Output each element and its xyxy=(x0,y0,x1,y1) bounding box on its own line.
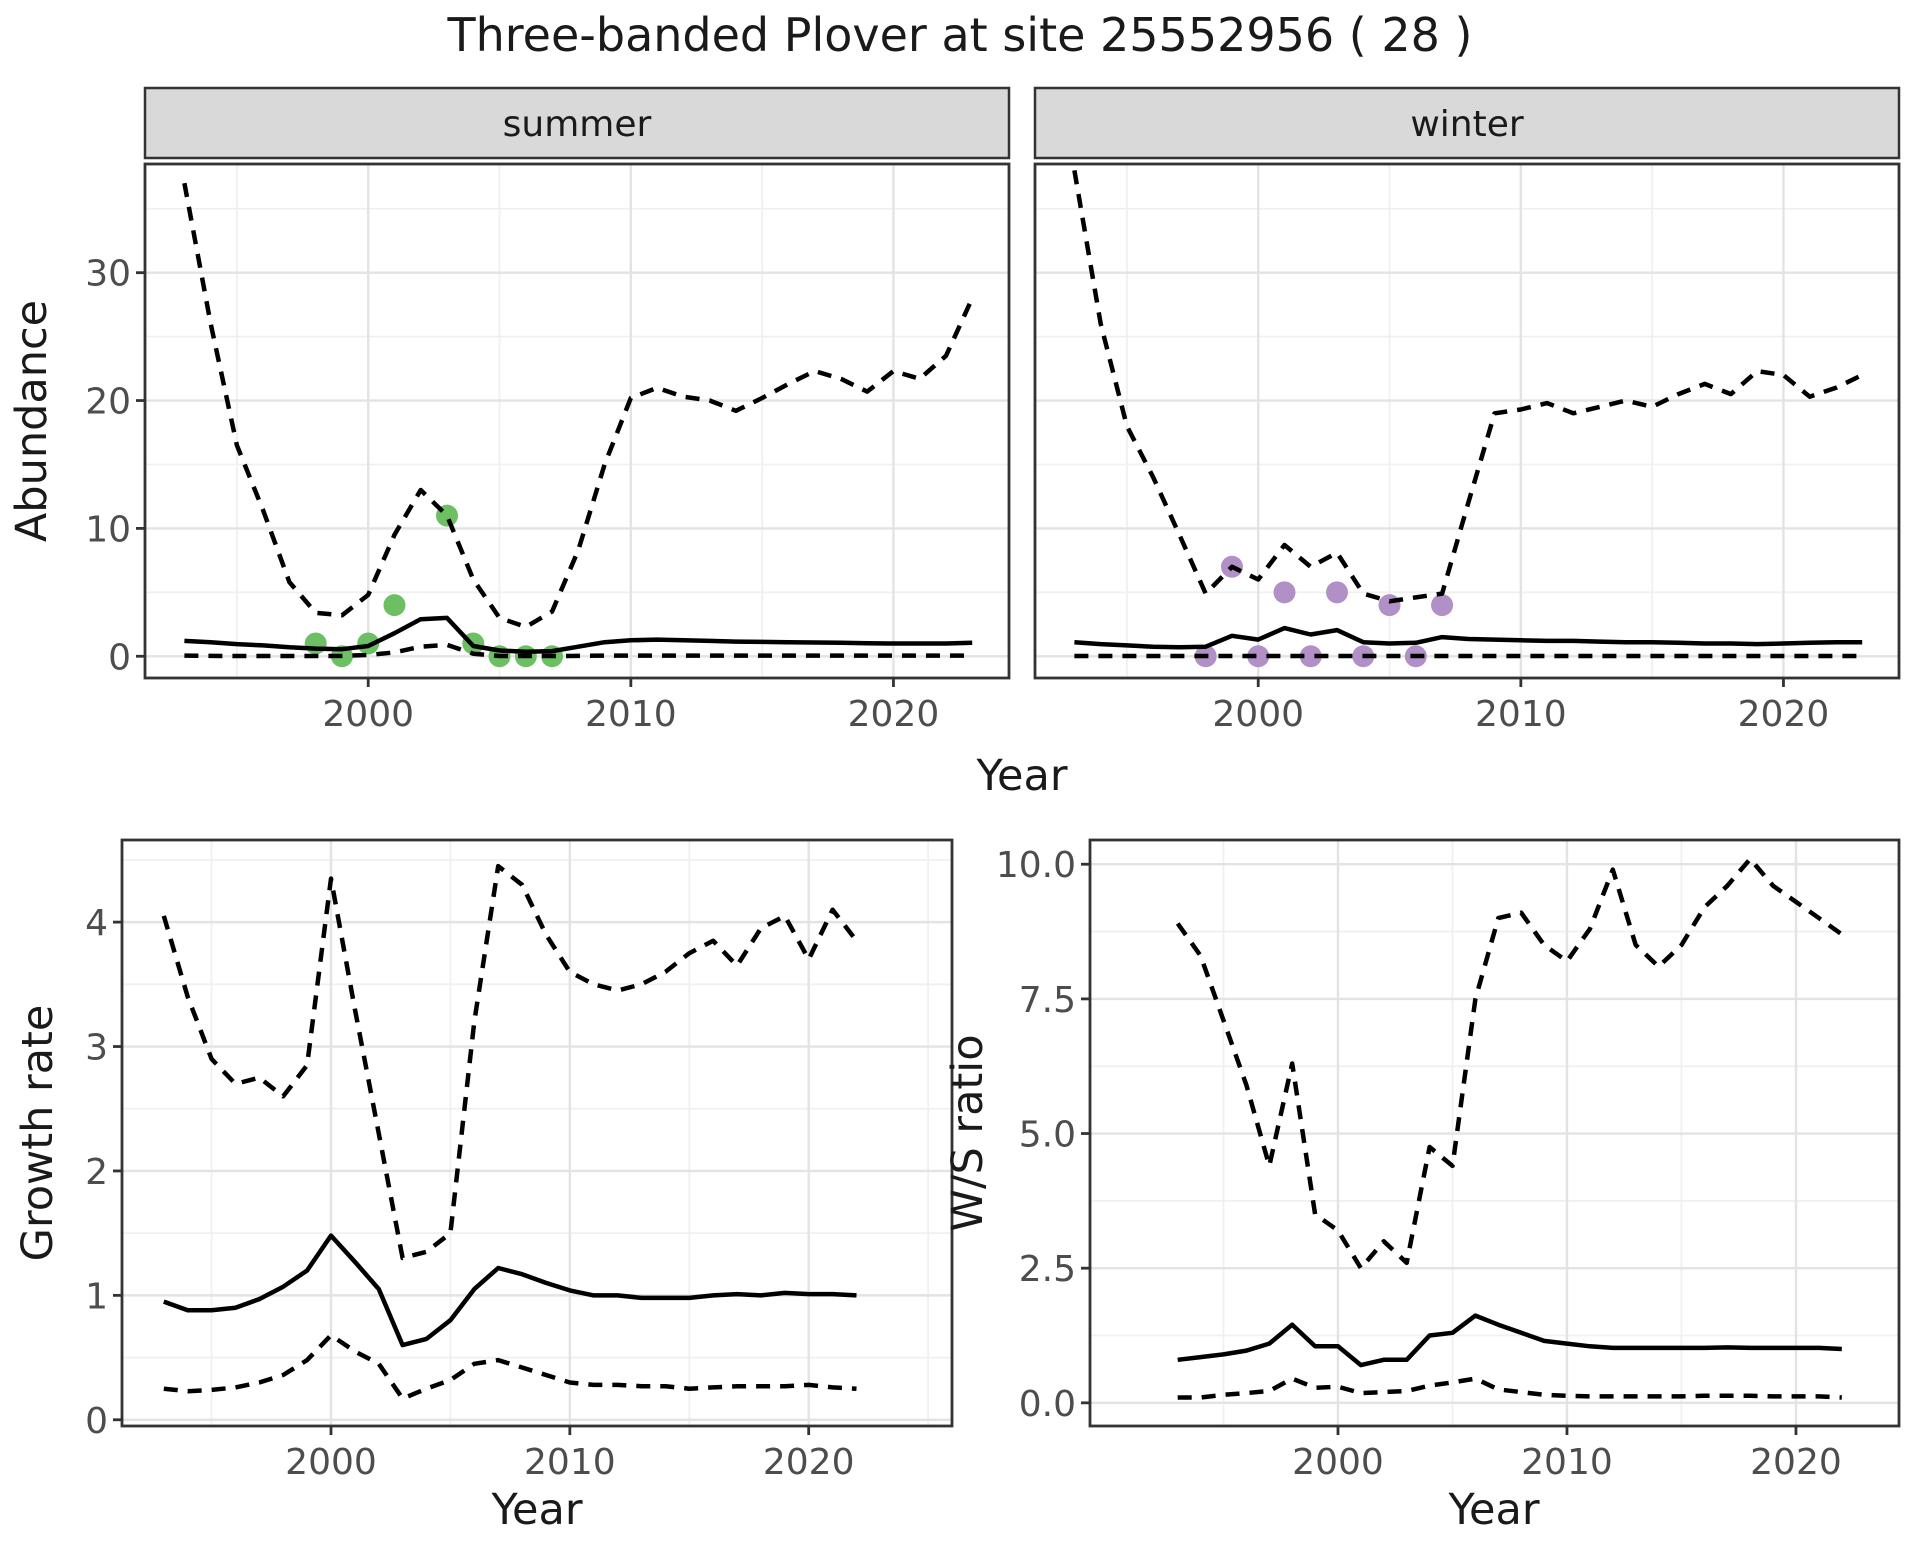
growth-year-axis-label: Year xyxy=(491,1485,583,1535)
ws_ratio-ytick-label: 0.0 xyxy=(1019,1384,1076,1425)
abundance_summer-median-line xyxy=(184,615,973,655)
abundance_winter-upper_ci-line xyxy=(1072,170,1864,604)
abundance_summer-lower_ci-line xyxy=(184,642,973,659)
abundance_winter-xtick-label: 2000 xyxy=(1212,694,1304,735)
growth_rate-lower_ci-line xyxy=(163,1332,857,1401)
abundance_winter-panel-border xyxy=(1033,162,1901,680)
abundance_winter-axis-ticks: 2000 2010 2020 xyxy=(1212,678,1829,735)
abundance_summer-xtick-label: 2020 xyxy=(848,694,940,735)
abundance_winter-observed-points xyxy=(1194,555,1454,668)
growth_rate-panel-border xyxy=(120,838,954,1428)
ws_ratio-ytick-label: 2.5 xyxy=(1019,1249,1076,1290)
abundance_summer-axis-ticks: 2000 2010 2020 0 10 20 30 xyxy=(85,254,939,735)
abundance_winter-observation-dot xyxy=(1273,581,1296,604)
abundance_winter-xtick-label: 2020 xyxy=(1738,694,1830,735)
growth_rate-ytick-label: 0 xyxy=(85,1401,108,1442)
abundance_winter-panel-background xyxy=(1035,164,1899,678)
abundance_summer-ytick-label: 30 xyxy=(85,254,131,295)
abundance_summer-observation-dot xyxy=(357,632,380,655)
ws_ratio-lower_ci-line xyxy=(1177,1376,1842,1400)
growth_rate-ytick-label: 3 xyxy=(85,1028,108,1069)
ws-year-axis-label: Year xyxy=(1448,1485,1540,1535)
growth-rate-axis-label: Growth rate xyxy=(13,1004,63,1262)
growth_rate-upper_ci-line xyxy=(161,863,859,1261)
growth_rate-panel: 2000 2010 2020 0 1 2 3 4 xyxy=(85,838,954,1483)
abundance_summer-xtick-label: 2010 xyxy=(585,694,677,735)
abundance_summer-upper_ci-line xyxy=(182,182,975,630)
ws_ratio-ytick-label: 5.0 xyxy=(1019,1115,1076,1156)
ws_ratio-axis-ticks: 2000 2010 2020 0.0 2.5 5.0 7.5 10.0 xyxy=(996,845,1842,1483)
abundance_summer-ytick-label: 10 xyxy=(85,509,131,550)
ws_ratio-gridlines xyxy=(1090,840,1899,1426)
growth_rate-xtick-label: 2010 xyxy=(524,1442,616,1483)
growth_rate-panel-background xyxy=(122,840,952,1426)
ws_ratio-xtick-label: 2000 xyxy=(1292,1442,1384,1483)
growth_rate-ytick-label: 1 xyxy=(85,1276,108,1317)
ws_ratio-median-line xyxy=(1177,1313,1842,1368)
growth_rate-ytick-label: 4 xyxy=(85,903,108,944)
ws_ratio-ytick-label: 7.5 xyxy=(1019,980,1076,1021)
abundance_winter-observation-dot xyxy=(1247,645,1270,668)
abundance_winter-strip-label: winter xyxy=(1410,104,1524,145)
abundance_winter-observation-dot xyxy=(1378,594,1401,617)
abundance_winter-observation-dot xyxy=(1326,581,1349,604)
abundance_summer-panel-background xyxy=(145,164,1009,678)
growth_rate-ytick-label: 2 xyxy=(85,1152,108,1193)
abundance_summer-xtick-label: 2000 xyxy=(322,694,414,735)
growth_rate-median-line xyxy=(163,1233,857,1348)
abundance_winter-median-line xyxy=(1074,625,1863,650)
abundance_summer-observation-dot xyxy=(383,594,406,617)
abundance_summer-panel-border xyxy=(143,162,1011,680)
abundance_winter-observation-dot xyxy=(1299,645,1322,668)
ws_ratio-upper_ci-line xyxy=(1175,856,1844,1271)
abundance_winter-observation-dot xyxy=(1431,594,1454,617)
abundance_winter-facet-strip: winter xyxy=(1033,86,1901,160)
abundance_summer-facet-strip: summer xyxy=(143,86,1011,160)
abundance-axis-label: Abundance xyxy=(7,299,57,543)
abundance_winter-xtick-label: 2010 xyxy=(1475,694,1567,735)
abundance_summer-ytick-label: 20 xyxy=(85,382,131,423)
ws_ratio-xtick-label: 2010 xyxy=(1521,1442,1613,1483)
top-year-axis-label: Year xyxy=(976,751,1068,801)
ws_ratio-ytick-label: 10.0 xyxy=(996,845,1076,886)
abundance_summer-observation-dot xyxy=(304,632,327,655)
ws-ratio-axis-label: W/S ratio xyxy=(943,1034,993,1232)
growth_rate-xtick-label: 2020 xyxy=(763,1442,855,1483)
ws_ratio-panel: 2000 2010 2020 0.0 2.5 5.0 7.5 10.0 xyxy=(996,838,1901,1483)
figure-title: Three-banded Plover at site 25552956 ( 2… xyxy=(447,8,1473,62)
abundance_summer-panel: summer 2000 2010 2020 0 10 20 30 xyxy=(85,86,1011,735)
abundance_winter-panel: winter 2000 2010 2020 xyxy=(1033,86,1901,735)
growth_rate-xtick-label: 2000 xyxy=(285,1442,377,1483)
abundance_summer-ytick-label: 0 xyxy=(108,637,131,678)
abundance_summer-strip-label: summer xyxy=(503,104,652,145)
ws_ratio-xtick-label: 2020 xyxy=(1750,1442,1842,1483)
growth_rate-axis-ticks: 2000 2010 2020 0 1 2 3 4 xyxy=(85,903,854,1483)
